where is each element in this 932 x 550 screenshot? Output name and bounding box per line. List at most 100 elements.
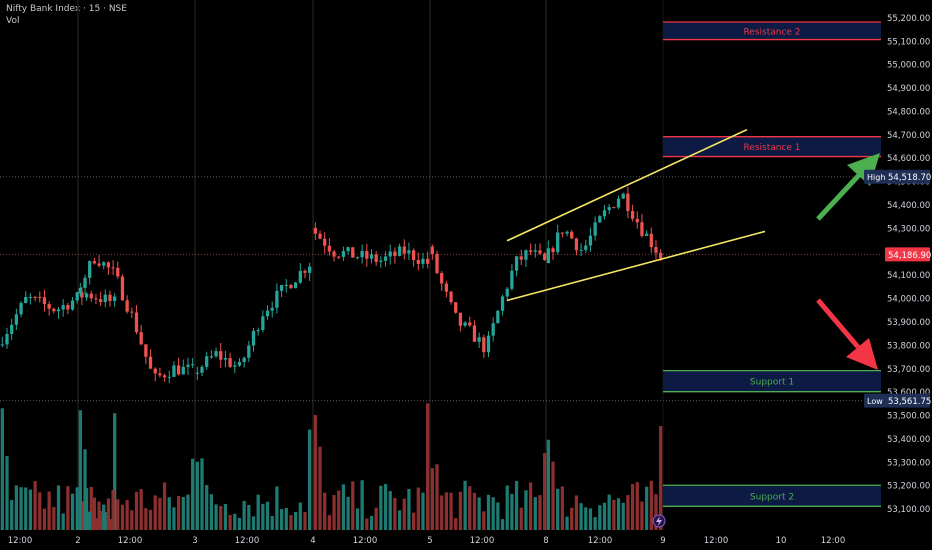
- candle-body: [388, 251, 392, 257]
- candle-body: [293, 282, 298, 289]
- candle-body: [327, 245, 332, 252]
- volume-bar: [242, 500, 246, 530]
- trendline-lower[interactable]: [506, 230, 766, 302]
- candle-body: [588, 235, 593, 246]
- candle-body: [612, 207, 616, 209]
- candle-body: [242, 357, 246, 363]
- volume-bar: [477, 497, 481, 530]
- volume-bar: [186, 494, 190, 530]
- low-price-tag: 53,561.75: [888, 397, 931, 407]
- down-arrow-shaft: [816, 298, 860, 349]
- candle-body: [0, 344, 4, 346]
- y-axis-tick-label: 54,000.00: [887, 295, 930, 305]
- volume-bar: [644, 486, 649, 530]
- high-price-tag: 54,518.70: [888, 173, 931, 183]
- volume-bar: [463, 480, 467, 530]
- volume-bar: [33, 481, 37, 530]
- volume-bar: [144, 508, 148, 530]
- candle-body: [24, 297, 28, 304]
- volume-bar: [458, 491, 463, 530]
- volume-bar: [38, 492, 42, 530]
- volume-bar: [284, 507, 288, 530]
- candle-body: [167, 376, 171, 378]
- volume-bar: [654, 494, 658, 530]
- volume-bar: [621, 502, 625, 530]
- candle-body: [379, 260, 383, 262]
- volume-bar: [134, 491, 139, 530]
- volume-bar: [538, 495, 542, 530]
- candle-body: [38, 297, 42, 299]
- volume-bar: [78, 410, 82, 530]
- volume-bar: [584, 507, 588, 530]
- volume-bar: [279, 509, 284, 530]
- candle-body: [640, 222, 644, 236]
- y-axis-tick-label: 53,900.00: [887, 318, 930, 328]
- candle-body: [402, 246, 406, 254]
- volume-bar: [524, 490, 528, 530]
- volume-bar: [120, 504, 125, 530]
- candle-body: [256, 330, 260, 332]
- candle-body: [186, 364, 190, 367]
- volume-bar: [468, 486, 472, 530]
- volume-bar: [148, 509, 153, 530]
- volume-bar: [411, 512, 416, 530]
- volume-bar: [533, 497, 537, 530]
- volume-bar: [88, 511, 92, 530]
- volume-bar: [28, 489, 33, 530]
- volume-bar: [66, 486, 70, 530]
- candle-body: [593, 222, 597, 236]
- volume-bar: [482, 511, 486, 530]
- volume-bar: [351, 481, 355, 530]
- volume-bar: [303, 512, 307, 530]
- volume-bar: [56, 485, 61, 530]
- volume-bar: [14, 485, 19, 530]
- candle-body: [209, 356, 214, 358]
- volume-bar: [214, 504, 218, 530]
- candle-body: [514, 256, 519, 271]
- candle-body: [607, 207, 611, 211]
- low-tag-label-bg: [864, 393, 885, 408]
- candle-body: [125, 300, 129, 312]
- y-axis-tick-label: 53,700.00: [887, 365, 930, 375]
- volume-bar: [528, 482, 533, 530]
- x-axis-tick-label: 3: [192, 536, 197, 546]
- y-axis-tick-label: 53,500.00: [887, 412, 930, 422]
- volume-bar: [346, 496, 350, 530]
- candle-body: [66, 305, 70, 310]
- candle-body: [570, 231, 574, 239]
- candle-body: [397, 246, 402, 256]
- candle-body: [10, 324, 14, 334]
- x-axis-tick-label: 9: [660, 536, 665, 546]
- lightning-icon-glyph: [656, 516, 662, 526]
- candle-body: [28, 296, 33, 298]
- candle-body: [337, 256, 341, 258]
- candle-body: [574, 238, 579, 251]
- candle-body: [247, 345, 251, 358]
- volume-bar: [616, 498, 621, 530]
- volume-bar: [247, 504, 251, 530]
- candle-body: [524, 250, 528, 260]
- volume-bar: [546, 439, 550, 530]
- zone-box-3: [663, 370, 881, 392]
- x-axis-tick-label: 12:00: [704, 536, 729, 546]
- candle-body: [482, 337, 486, 353]
- candle-body: [411, 250, 416, 261]
- zone-label-3: Support 1: [750, 378, 794, 388]
- trendline-upper[interactable]: [506, 128, 748, 242]
- candle-body: [205, 356, 209, 367]
- candle-body: [308, 266, 312, 273]
- candle-body: [75, 292, 79, 301]
- y-axis-tick-label: 55,200.00: [887, 14, 930, 24]
- volume-bar: [565, 516, 569, 530]
- volume-bar: [158, 497, 162, 530]
- high-price-tag-bg: [885, 169, 930, 184]
- candle-body: [454, 302, 458, 313]
- volume-bar: [543, 453, 547, 530]
- volume-bar: [570, 507, 574, 530]
- candle-body: [644, 233, 649, 236]
- x-axis-tick-label: 8: [543, 536, 548, 546]
- volume-bar: [630, 484, 635, 530]
- candle-body: [449, 291, 453, 303]
- candle-body: [298, 270, 302, 283]
